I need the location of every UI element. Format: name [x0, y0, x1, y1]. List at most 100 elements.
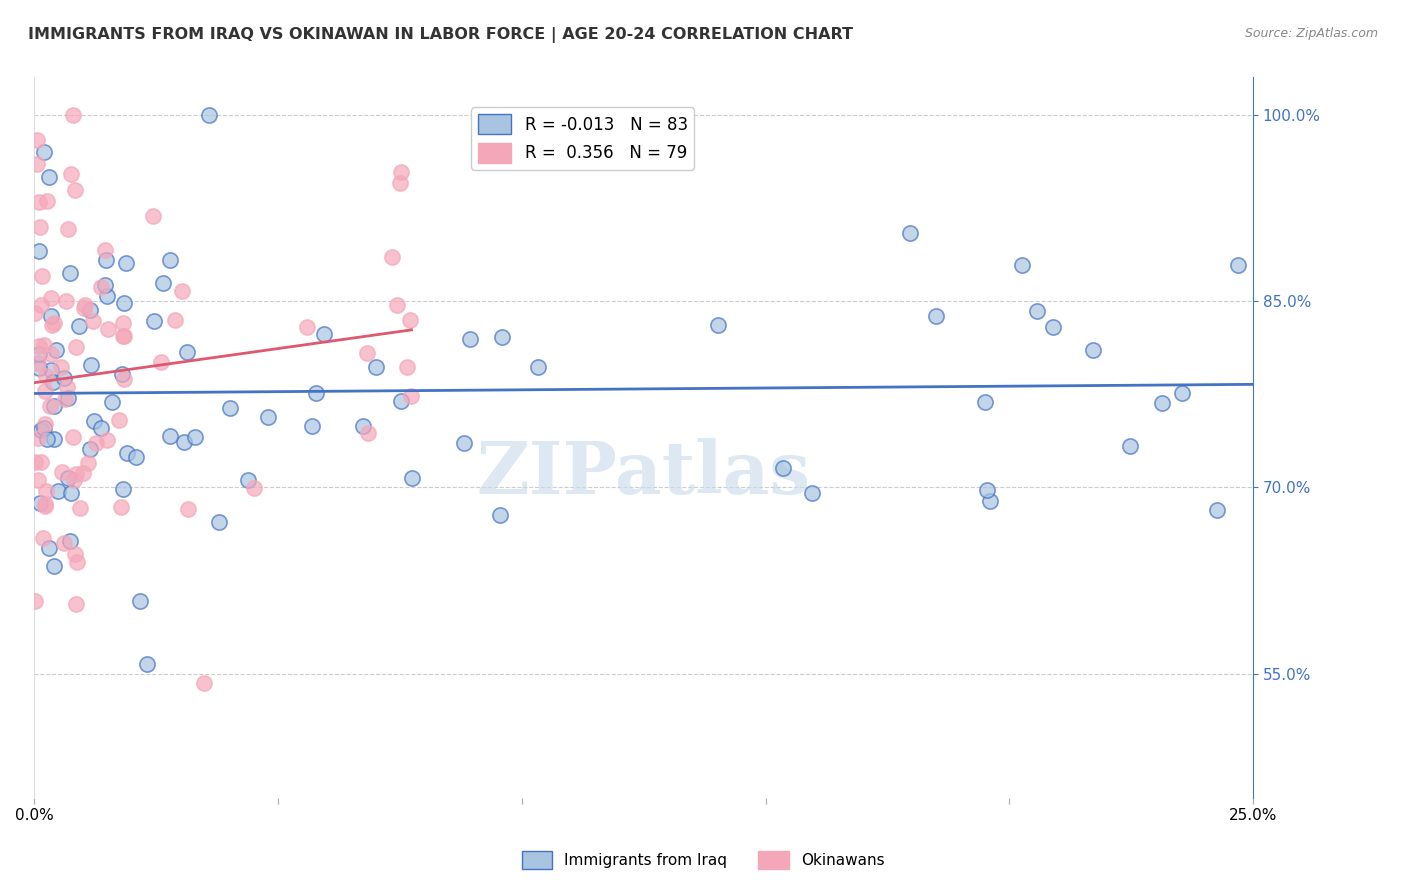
Immigrants from Iraq [112, 482, 135, 496]
Okinawans [63, 547, 86, 561]
Immigrants from Iraq [41, 375, 63, 389]
Immigrants from Iraq [453, 435, 475, 450]
Okinawans [69, 501, 91, 516]
Immigrants from Iraq [314, 326, 336, 341]
Immigrants from Iraq [129, 594, 152, 608]
Immigrants from Iraq [389, 394, 412, 409]
Okinawans [30, 455, 52, 469]
Immigrants from Iraq [1119, 439, 1142, 453]
Immigrants from Iraq [135, 657, 157, 671]
Immigrants from Iraq [925, 309, 948, 323]
Immigrants from Iraq [67, 318, 90, 333]
Okinawans [112, 316, 135, 330]
Immigrants from Iraq [80, 358, 103, 372]
Immigrants from Iraq [1011, 258, 1033, 272]
Immigrants from Iraq [39, 310, 62, 324]
Okinawans [65, 339, 87, 353]
Immigrants from Iraq [801, 486, 824, 500]
Immigrants from Iraq [30, 495, 52, 509]
Immigrants from Iraq [90, 421, 112, 435]
Okinawans [55, 293, 77, 308]
Immigrants from Iraq [197, 108, 219, 122]
Immigrants from Iraq [38, 169, 60, 184]
Immigrants from Iraq [96, 289, 118, 303]
Okinawans [242, 481, 264, 495]
Immigrants from Iraq [32, 145, 55, 159]
Immigrants from Iraq [42, 399, 65, 413]
Okinawans [39, 347, 62, 361]
Immigrants from Iraq [143, 314, 166, 328]
Okinawans [150, 355, 173, 369]
Okinawans [401, 389, 423, 403]
Okinawans [27, 431, 49, 445]
Okinawans [170, 285, 193, 299]
Okinawans [193, 676, 215, 690]
Okinawans [357, 425, 380, 440]
Immigrants from Iraq [176, 345, 198, 359]
Immigrants from Iraq [59, 533, 82, 548]
Okinawans [38, 399, 60, 413]
Immigrants from Iraq [184, 429, 207, 443]
Immigrants from Iraq [39, 363, 62, 377]
Okinawans [90, 280, 112, 294]
Okinawans [59, 167, 82, 181]
Immigrants from Iraq [38, 541, 60, 555]
Okinawans [399, 313, 422, 327]
Okinawans [73, 301, 96, 316]
Okinawans [93, 243, 115, 257]
Okinawans [62, 429, 84, 443]
Immigrants from Iraq [100, 394, 122, 409]
Okinawans [52, 536, 75, 550]
Immigrants from Iraq [59, 266, 82, 280]
Okinawans [395, 359, 418, 374]
Immigrants from Iraq [236, 473, 259, 487]
Immigrants from Iraq [159, 253, 181, 268]
Immigrants from Iraq [94, 277, 117, 292]
Immigrants from Iraq [125, 450, 148, 464]
Immigrants from Iraq [974, 394, 997, 409]
Immigrants from Iraq [173, 435, 195, 450]
Okinawans [27, 356, 49, 370]
Okinawans [385, 298, 408, 312]
Okinawans [389, 165, 412, 179]
Okinawans [24, 455, 46, 469]
Immigrants from Iraq [79, 302, 101, 317]
Immigrants from Iraq [56, 391, 79, 405]
Okinawans [63, 473, 86, 487]
Okinawans [110, 500, 132, 515]
Okinawans [56, 380, 79, 394]
Okinawans [84, 436, 107, 450]
Legend: R = -0.013   N = 83, R =  0.356   N = 79: R = -0.013 N = 83, R = 0.356 N = 79 [471, 107, 695, 169]
Okinawans [112, 328, 135, 343]
Immigrants from Iraq [52, 371, 75, 385]
Text: ZIPatlas: ZIPatlas [477, 438, 811, 509]
Okinawans [49, 359, 72, 374]
Immigrants from Iraq [44, 558, 66, 573]
Immigrants from Iraq [152, 276, 174, 290]
Immigrants from Iraq [301, 419, 323, 434]
Immigrants from Iraq [527, 360, 550, 375]
Immigrants from Iraq [112, 296, 135, 310]
Okinawans [66, 556, 89, 570]
Immigrants from Iraq [34, 421, 56, 435]
Okinawans [65, 182, 87, 196]
Immigrants from Iraq [401, 471, 423, 485]
Okinawans [34, 384, 56, 398]
Okinawans [24, 306, 46, 320]
Immigrants from Iraq [257, 409, 280, 424]
Okinawans [30, 298, 52, 312]
Okinawans [297, 320, 319, 334]
Immigrants from Iraq [42, 432, 65, 446]
Okinawans [62, 108, 84, 122]
Okinawans [108, 413, 131, 427]
Okinawans [142, 209, 165, 223]
Immigrants from Iraq [898, 226, 921, 240]
Immigrants from Iraq [28, 361, 51, 376]
Okinawans [37, 194, 59, 208]
Okinawans [77, 456, 100, 470]
Immigrants from Iraq [1171, 386, 1194, 401]
Immigrants from Iraq [352, 419, 374, 434]
Immigrants from Iraq [219, 401, 242, 415]
Okinawans [31, 532, 53, 546]
Text: Source: ZipAtlas.com: Source: ZipAtlas.com [1244, 27, 1378, 40]
